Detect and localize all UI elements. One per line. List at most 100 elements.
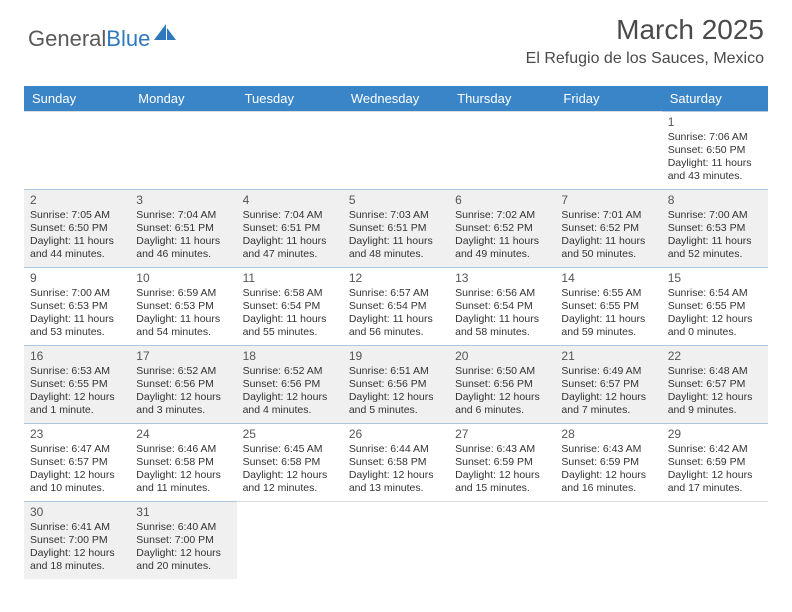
calendar-day-cell: 22Sunrise: 6:48 AMSunset: 6:57 PMDayligh… [662,346,768,424]
calendar-day-cell: 29Sunrise: 6:42 AMSunset: 6:59 PMDayligh… [662,424,768,502]
calendar-empty-cell [343,502,449,580]
calendar-week-row: 16Sunrise: 6:53 AMSunset: 6:55 PMDayligh… [24,346,768,424]
calendar-table: SundayMondayTuesdayWednesdayThursdayFrid… [24,86,768,579]
day-sun-info: Sunrise: 7:04 AMSunset: 6:51 PMDaylight:… [136,209,230,262]
day-sun-info: Sunrise: 6:43 AMSunset: 6:59 PMDaylight:… [455,443,549,496]
day-sun-info: Sunrise: 6:40 AMSunset: 7:00 PMDaylight:… [136,521,230,574]
day-sun-info: Sunrise: 6:58 AMSunset: 6:54 PMDaylight:… [243,287,337,340]
calendar-day-cell: 5Sunrise: 7:03 AMSunset: 6:51 PMDaylight… [343,190,449,268]
calendar-empty-cell [555,502,661,580]
calendar-day-cell: 31Sunrise: 6:40 AMSunset: 7:00 PMDayligh… [130,502,236,580]
day-number: 25 [243,427,337,442]
calendar-day-cell: 8Sunrise: 7:00 AMSunset: 6:53 PMDaylight… [662,190,768,268]
calendar-empty-cell [24,112,130,190]
calendar-day-cell: 6Sunrise: 7:02 AMSunset: 6:52 PMDaylight… [449,190,555,268]
calendar-day-cell: 7Sunrise: 7:01 AMSunset: 6:52 PMDaylight… [555,190,661,268]
calendar-week-row: 30Sunrise: 6:41 AMSunset: 7:00 PMDayligh… [24,502,768,580]
calendar-body: 1Sunrise: 7:06 AMSunset: 6:50 PMDaylight… [24,112,768,580]
calendar-empty-cell [237,112,343,190]
day-sun-info: Sunrise: 6:53 AMSunset: 6:55 PMDaylight:… [30,365,124,418]
day-number: 6 [455,193,549,208]
weekday-header: Wednesday [343,86,449,112]
weekday-header: Sunday [24,86,130,112]
weekday-header: Thursday [449,86,555,112]
calendar-day-cell: 9Sunrise: 7:00 AMSunset: 6:53 PMDaylight… [24,268,130,346]
day-number: 9 [30,271,124,286]
day-sun-info: Sunrise: 6:48 AMSunset: 6:57 PMDaylight:… [668,365,762,418]
calendar-day-cell: 24Sunrise: 6:46 AMSunset: 6:58 PMDayligh… [130,424,236,502]
calendar-day-cell: 12Sunrise: 6:57 AMSunset: 6:54 PMDayligh… [343,268,449,346]
calendar-day-cell: 28Sunrise: 6:43 AMSunset: 6:59 PMDayligh… [555,424,661,502]
day-number: 4 [243,193,337,208]
day-number: 12 [349,271,443,286]
day-sun-info: Sunrise: 6:52 AMSunset: 6:56 PMDaylight:… [243,365,337,418]
day-number: 30 [30,505,124,520]
day-sun-info: Sunrise: 6:43 AMSunset: 6:59 PMDaylight:… [561,443,655,496]
day-number: 8 [668,193,762,208]
day-sun-info: Sunrise: 6:50 AMSunset: 6:56 PMDaylight:… [455,365,549,418]
day-number: 17 [136,349,230,364]
day-number: 22 [668,349,762,364]
day-sun-info: Sunrise: 6:55 AMSunset: 6:55 PMDaylight:… [561,287,655,340]
day-number: 3 [136,193,230,208]
day-number: 18 [243,349,337,364]
day-sun-info: Sunrise: 7:00 AMSunset: 6:53 PMDaylight:… [668,209,762,262]
day-number: 15 [668,271,762,286]
day-number: 28 [561,427,655,442]
day-number: 10 [136,271,230,286]
weekday-header: Monday [130,86,236,112]
day-number: 16 [30,349,124,364]
day-number: 5 [349,193,443,208]
calendar-empty-cell [662,502,768,580]
day-number: 2 [30,193,124,208]
day-number: 31 [136,505,230,520]
calendar-day-cell: 11Sunrise: 6:58 AMSunset: 6:54 PMDayligh… [237,268,343,346]
day-number: 23 [30,427,124,442]
calendar-day-cell: 30Sunrise: 6:41 AMSunset: 7:00 PMDayligh… [24,502,130,580]
day-number: 14 [561,271,655,286]
day-sun-info: Sunrise: 6:57 AMSunset: 6:54 PMDaylight:… [349,287,443,340]
calendar-day-cell: 1Sunrise: 7:06 AMSunset: 6:50 PMDaylight… [662,112,768,190]
day-number: 26 [349,427,443,442]
calendar-empty-cell [237,502,343,580]
day-number: 20 [455,349,549,364]
calendar-empty-cell [343,112,449,190]
day-number: 27 [455,427,549,442]
calendar-day-cell: 25Sunrise: 6:45 AMSunset: 6:58 PMDayligh… [237,424,343,502]
calendar-day-cell: 26Sunrise: 6:44 AMSunset: 6:58 PMDayligh… [343,424,449,502]
day-sun-info: Sunrise: 6:56 AMSunset: 6:54 PMDaylight:… [455,287,549,340]
day-sun-info: Sunrise: 6:47 AMSunset: 6:57 PMDaylight:… [30,443,124,496]
calendar-day-cell: 18Sunrise: 6:52 AMSunset: 6:56 PMDayligh… [237,346,343,424]
day-sun-info: Sunrise: 6:54 AMSunset: 6:55 PMDaylight:… [668,287,762,340]
day-number: 1 [668,115,762,130]
day-sun-info: Sunrise: 7:01 AMSunset: 6:52 PMDaylight:… [561,209,655,262]
day-sun-info: Sunrise: 6:59 AMSunset: 6:53 PMDaylight:… [136,287,230,340]
calendar-day-cell: 10Sunrise: 6:59 AMSunset: 6:53 PMDayligh… [130,268,236,346]
day-sun-info: Sunrise: 6:42 AMSunset: 6:59 PMDaylight:… [668,443,762,496]
day-sun-info: Sunrise: 7:00 AMSunset: 6:53 PMDaylight:… [30,287,124,340]
calendar-week-row: 2Sunrise: 7:05 AMSunset: 6:50 PMDaylight… [24,190,768,268]
calendar-day-cell: 19Sunrise: 6:51 AMSunset: 6:56 PMDayligh… [343,346,449,424]
day-number: 7 [561,193,655,208]
calendar-day-cell: 2Sunrise: 7:05 AMSunset: 6:50 PMDaylight… [24,190,130,268]
calendar-header: SundayMondayTuesdayWednesdayThursdayFrid… [24,86,768,112]
calendar-empty-cell [449,112,555,190]
calendar-empty-cell [555,112,661,190]
calendar-week-row: 1Sunrise: 7:06 AMSunset: 6:50 PMDaylight… [24,112,768,190]
calendar-day-cell: 4Sunrise: 7:04 AMSunset: 6:51 PMDaylight… [237,190,343,268]
title-block: March 2025 El Refugio de los Sauces, Mex… [526,14,764,68]
day-sun-info: Sunrise: 6:52 AMSunset: 6:56 PMDaylight:… [136,365,230,418]
day-sun-info: Sunrise: 7:03 AMSunset: 6:51 PMDaylight:… [349,209,443,262]
calendar-day-cell: 17Sunrise: 6:52 AMSunset: 6:56 PMDayligh… [130,346,236,424]
day-sun-info: Sunrise: 6:46 AMSunset: 6:58 PMDaylight:… [136,443,230,496]
calendar-empty-cell [449,502,555,580]
day-number: 21 [561,349,655,364]
brand-word-general: General [28,26,106,51]
calendar-week-row: 9Sunrise: 7:00 AMSunset: 6:53 PMDaylight… [24,268,768,346]
day-sun-info: Sunrise: 7:05 AMSunset: 6:50 PMDaylight:… [30,209,124,262]
day-number: 24 [136,427,230,442]
day-sun-info: Sunrise: 6:45 AMSunset: 6:58 PMDaylight:… [243,443,337,496]
calendar-week-row: 23Sunrise: 6:47 AMSunset: 6:57 PMDayligh… [24,424,768,502]
brand-logo-text: GeneralBlue [28,26,150,52]
calendar-day-cell: 15Sunrise: 6:54 AMSunset: 6:55 PMDayligh… [662,268,768,346]
